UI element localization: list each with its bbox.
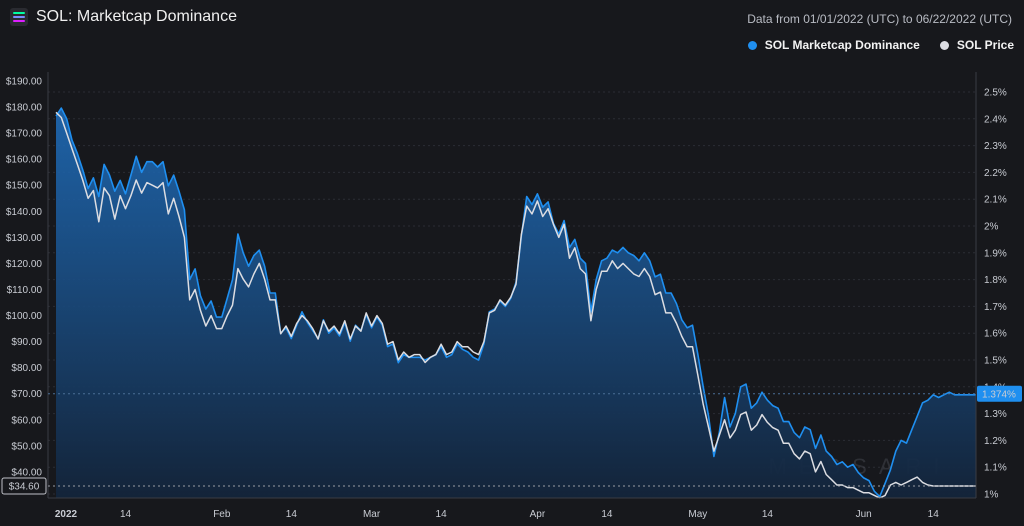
x-axis-tick-label: Jun [856,509,872,520]
x-axis-tick-label: 2022 [55,509,78,520]
left-axis-tick-label: $50.00 [11,441,42,452]
x-axis-tick-label: 14 [436,509,448,520]
x-axis-tick-label: Mar [363,509,381,520]
left-axis-tick-label: $140.00 [6,207,43,218]
x-axis-tick-label: 14 [120,509,132,520]
right-axis-tick-label: 1.5% [984,356,1007,367]
right-axis-tick-label: 1.6% [984,329,1007,340]
date-range-text: Data from 01/01/2022 (UTC) to 06/22/2022… [747,12,1012,26]
current-price-label: $34.60 [9,482,40,493]
legend-dot-price-icon [939,40,949,50]
x-axis-tick-label: Feb [213,509,231,520]
series-layer [55,107,976,499]
right-axis-tick-label: 1.7% [984,302,1007,313]
left-axis-tick-label: $100.00 [6,311,43,322]
left-axis-tick-label: $110.00 [7,285,43,296]
left-axis-tick-label: $80.00 [11,363,42,374]
price-line [55,111,976,499]
right-axis-tick-label: 1.8% [984,275,1007,286]
dominance-area [56,108,976,498]
x-axis-tick-label: 14 [928,509,940,520]
current-price-badge [1,477,47,495]
left-axis-tick-label: $120.00 [6,259,43,270]
right-axis-tick-label: 1.9% [984,248,1007,259]
right-axis-tick-label: 2.4% [984,114,1007,125]
right-axis-tick-label: 1.2% [984,436,1007,447]
x-axis-tick-label: 14 [601,509,613,520]
legend-item-dominance[interactable]: SOL Marketcap Dominance [747,38,920,52]
left-axis-tick-label: $170.00 [6,129,43,140]
current-dominance-label: 1.374% [982,389,1016,400]
legend-item-price[interactable]: SOL Price [939,38,1014,52]
legend-label-price: SOL Price [956,38,1014,52]
right-axis-tick-label: 1% [984,490,999,501]
left-axis-tick-label: $160.00 [6,155,43,166]
right-axis-tick-label: 2% [984,222,999,233]
chart-title: SOL: Marketcap Dominance [36,8,237,25]
x-axis-tick-label: 14 [762,509,774,520]
left-axis-tick-label: $90.00 [11,337,42,348]
left-axis-tick-label: $60.00 [11,415,42,426]
left-axis-tick-label: $150.00 [6,181,43,192]
axes-layer: $40.00 $50.00 $60.00 $70.00 $80.00 $90.00 $100… [1,72,1022,520]
legend-dot-dominance-icon [747,40,757,50]
left-axis-tick-label: $130.00 [6,233,43,244]
left-axis-tick-label: $180.00 [6,103,43,114]
right-axis-tick-label: 2.3% [984,141,1007,152]
x-axis-tick-label: 14 [286,509,298,520]
right-axis-tick-label: 1.3% [984,409,1007,420]
chart-header: SOL: Marketcap Dominance Data from 01/01… [0,0,1024,36]
legend-label-dominance: SOL Marketcap Dominance [764,38,920,52]
x-axis-tick-label: Apr [530,509,546,520]
left-axis-tick-label: $190.00 [6,77,43,88]
right-axis-tick-label: 2.2% [984,168,1007,179]
right-axis-tick-label: 2.5% [984,88,1007,99]
current-dominance-badge [977,385,1022,402]
left-axis-tick-label: $40.00 [11,467,42,478]
chart-legend: SOL Marketcap Dominance SOL Price [747,38,1014,52]
right-axis-tick-label: 2.1% [984,195,1007,206]
x-axis-tick-label: May [688,509,707,520]
left-axis-tick-label: $70.00 [11,389,42,400]
right-axis-tick-label: 1.1% [984,463,1007,474]
solana-logo-icon [10,8,28,26]
